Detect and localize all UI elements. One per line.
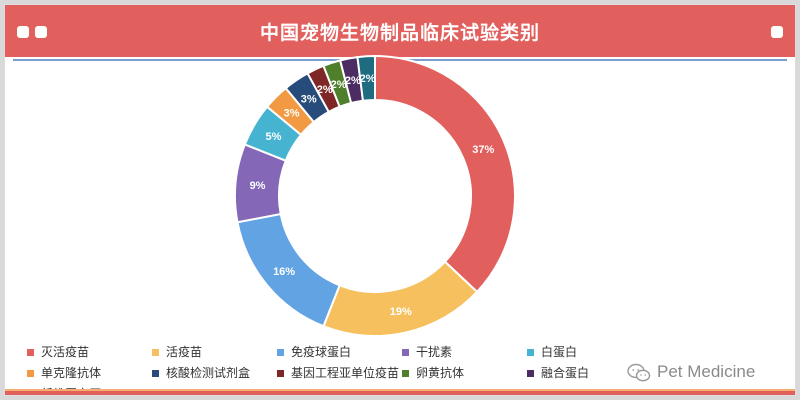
legend-label-10: 融合蛋白	[541, 366, 590, 380]
legend-label-3: 免疫球蛋白	[291, 345, 352, 359]
donut-slice-label-8: 2%	[317, 84, 333, 96]
legend-label-8: 基因工程亚单位疫苗	[291, 366, 400, 380]
donut-slice-label-4: 9%	[250, 180, 266, 192]
legend-swatch-1	[27, 349, 34, 356]
legend-swatch-6	[27, 370, 34, 377]
legend-label-2: 活疫苗	[166, 345, 203, 359]
legend-swatch-2	[152, 349, 159, 356]
legend-label-9: 卵黄抗体	[416, 366, 465, 380]
chart-title: 中国宠物生物制品临床试验类别	[259, 22, 540, 44]
legend-label-7: 核酸检测试剂盒	[166, 366, 251, 380]
donut-slice-label-10: 2%	[345, 75, 361, 87]
header-dot-left-1	[17, 26, 29, 38]
wechat-icon	[627, 363, 651, 382]
donut-slice-label-6: 3%	[284, 108, 300, 120]
legend-label-6: 单克隆抗体	[41, 366, 102, 380]
legend-label-1: 灭活疫苗	[41, 345, 90, 359]
donut-slice-2	[322, 260, 479, 337]
legend-swatch-8	[277, 370, 284, 377]
legend-label-5: 白蛋白	[541, 345, 578, 359]
footer-accent-line	[5, 389, 795, 391]
legend-swatch-4	[402, 349, 409, 356]
donut-slice-label-5: 5%	[265, 131, 281, 143]
donut-slice-11	[356, 54, 376, 102]
legend-swatch-5	[527, 349, 534, 356]
donut-slice-1	[374, 54, 517, 294]
legend-swatch-3	[277, 349, 284, 356]
legend-swatch-10	[527, 370, 534, 377]
legend-swatch-9	[402, 370, 409, 377]
donut-slice-label-9: 2%	[331, 79, 347, 91]
chart-card: 中国宠物生物制品临床试验类别 37% 19% 16% 9% 5% 3% 3% 2% 2% 2% 2%…	[4, 4, 796, 396]
donut-slice-label-3: 16%	[273, 266, 295, 278]
donut-slice-label-11: 2%	[360, 73, 376, 85]
donut-slice-label-2: 19%	[390, 306, 412, 318]
header-dot-left-2	[35, 26, 47, 38]
watermark-text: Pet Medicine	[657, 362, 756, 381]
donut-slice-label-1: 37%	[472, 144, 494, 156]
donut-chart: 37%19%16%9%5%3%3%2%2%2%2%	[234, 54, 517, 337]
donut-slice-label-7: 3%	[301, 93, 317, 105]
footer-bar	[5, 391, 795, 395]
legend-label-4: 干扰素	[416, 345, 453, 359]
chart-header: 中国宠物生物制品临床试验类别	[5, 5, 795, 57]
header-dot-right	[771, 26, 783, 38]
legend-swatch-7	[152, 370, 159, 377]
